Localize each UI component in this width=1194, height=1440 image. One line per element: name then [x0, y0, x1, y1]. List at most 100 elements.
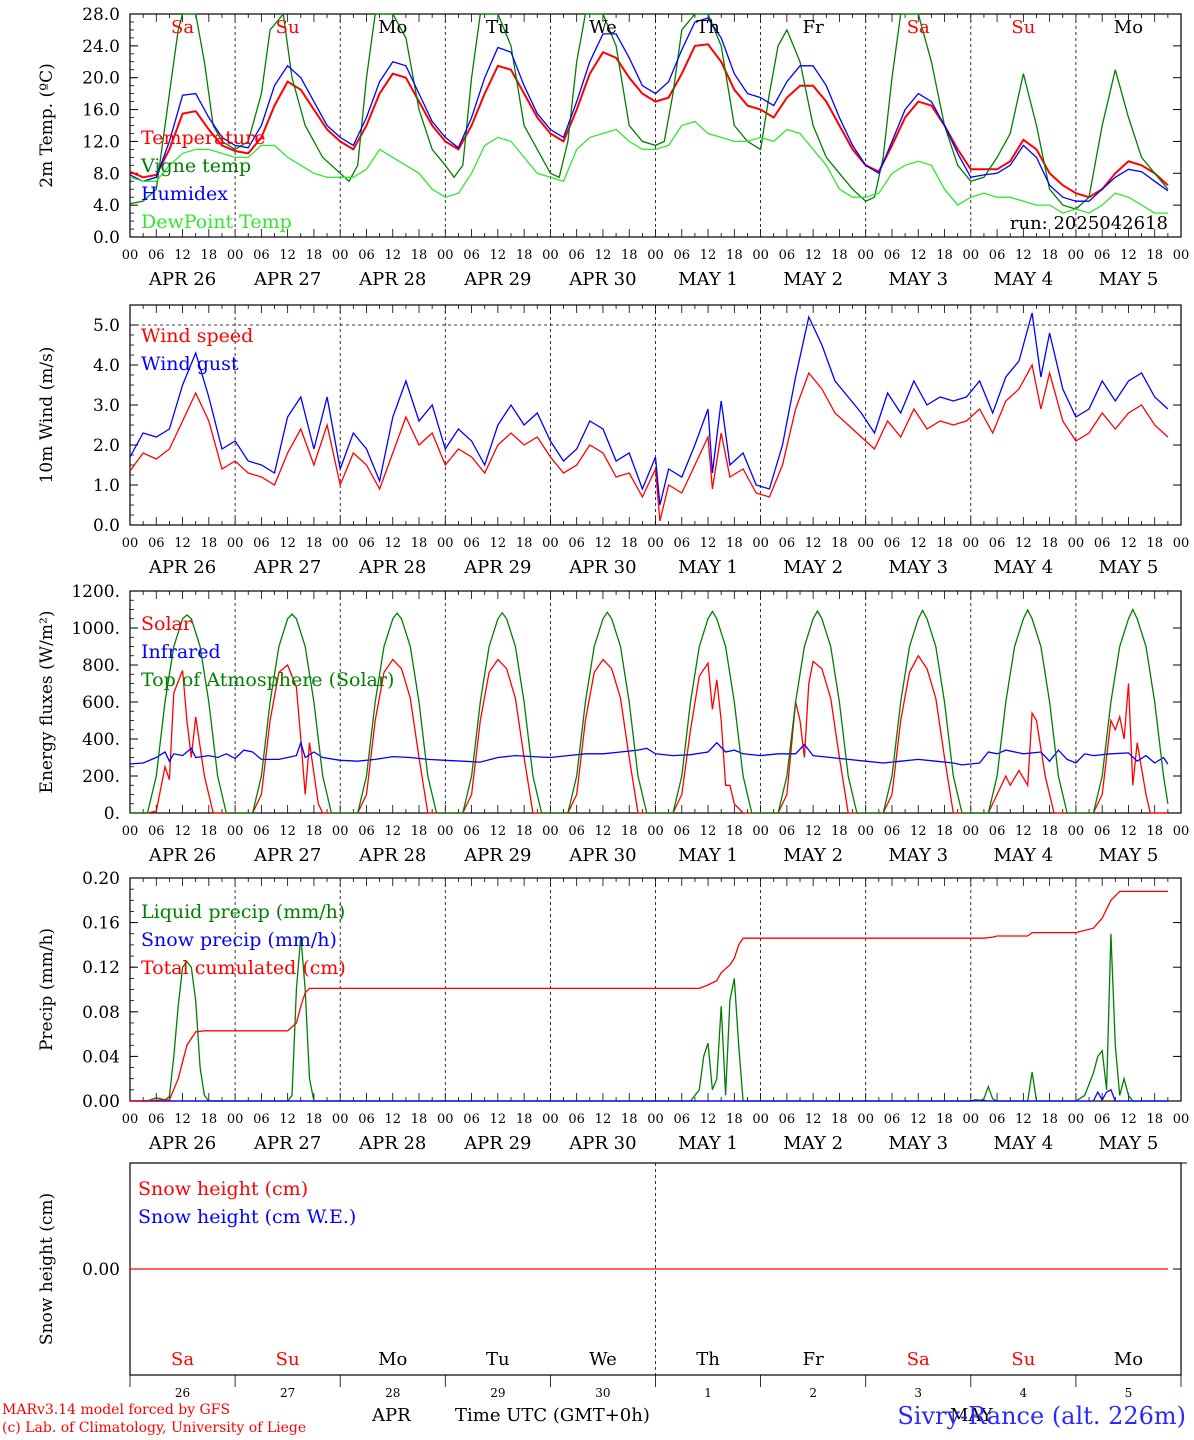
hour-tick-label: 12: [174, 248, 191, 263]
y-tick-label: 0.: [104, 804, 120, 824]
y-axis-label: 2m Temp. (ºC): [37, 63, 57, 188]
hour-tick-label: 06: [989, 536, 1006, 551]
legend-entry: Snow precip (mm/h): [141, 929, 337, 951]
day-name-label: Su: [276, 17, 300, 38]
hour-tick-label: 12: [805, 1112, 822, 1127]
hour-tick-label: 06: [779, 536, 796, 551]
hour-tick-label: 06: [674, 536, 691, 551]
series-line-infrared: [129, 740, 1169, 766]
hour-tick-label: 06: [568, 1112, 585, 1127]
date-label: APR 29: [463, 269, 531, 290]
hour-tick-label: 12: [384, 248, 401, 263]
month-may-label: MAY: [950, 1405, 993, 1426]
hour-tick-label: 06: [1094, 824, 1111, 839]
hour-tick-label: 06: [568, 248, 585, 263]
date-label: APR 26: [148, 269, 216, 290]
y-tick-label: 3.0: [93, 396, 120, 416]
hour-tick-label: 00: [332, 1112, 349, 1127]
day-name-label: Su: [1011, 1349, 1035, 1370]
date-label: APR 29: [463, 1133, 531, 1154]
day-name-label: Sa: [907, 1349, 930, 1370]
hour-tick-label: 00: [227, 1112, 244, 1127]
hour-tick-label: 18: [1146, 824, 1163, 839]
day-number-label: 28: [385, 1386, 400, 1400]
y-tick-label: 0.20: [82, 869, 120, 889]
hour-tick-label: 18: [516, 824, 533, 839]
hour-tick-label: 00: [332, 536, 349, 551]
date-label: APR 28: [358, 557, 426, 578]
date-label: APR 28: [358, 269, 426, 290]
hour-tick-label: 12: [384, 536, 401, 551]
hour-tick-label: 06: [884, 248, 901, 263]
hour-tick-label: 00: [647, 824, 664, 839]
chart-panel-3: 0. 200. 400. 600. 800. 1000. 1200. Energy fluxe…: [37, 582, 1189, 866]
hour-tick-label: 06: [1094, 248, 1111, 263]
hour-tick-label: 12: [490, 248, 507, 263]
chart-panel-1: 0.0 4.0 8.0 12.0 16.0 20.0 24.0 28.0 2m Temp. (º…: [37, 5, 1189, 290]
hour-tick-label: 12: [174, 1112, 191, 1127]
hour-tick-label: 06: [989, 824, 1006, 839]
legend-entry: DewPoint Temp: [141, 211, 292, 233]
run-label: run: 2025042618: [1010, 213, 1168, 234]
hour-tick-label: 12: [490, 536, 507, 551]
legend-entry: Snow height (cm W.E.): [138, 1206, 356, 1228]
day-name-label: Mo: [1114, 17, 1143, 38]
hour-tick-label: 18: [516, 248, 533, 263]
hour-tick-label: 18: [1041, 824, 1058, 839]
hour-tick-label: 00: [963, 248, 980, 263]
hour-tick-label: 12: [174, 824, 191, 839]
hour-tick-label: 06: [148, 248, 165, 263]
hour-tick-label: 12: [1015, 248, 1032, 263]
hour-tick-label: 00: [122, 536, 139, 551]
hour-tick-label: 06: [148, 824, 165, 839]
legend-entry: Vigne temp: [140, 155, 251, 177]
hour-tick-label: 18: [621, 536, 638, 551]
y-tick-label: 20.0: [82, 69, 120, 89]
hour-tick-label: 00: [647, 536, 664, 551]
hour-tick-label: 00: [227, 248, 244, 263]
hour-tick-label: 12: [595, 248, 612, 263]
legend-entry: Liquid precip (mm/h): [141, 901, 345, 923]
hour-tick-label: 18: [201, 1112, 218, 1127]
hour-tick-label: 06: [989, 1112, 1006, 1127]
hour-tick-label: 06: [463, 824, 480, 839]
date-label: MAY 2: [783, 845, 843, 866]
hour-tick-label: 18: [936, 1112, 953, 1127]
date-label: MAY 2: [783, 1133, 843, 1154]
day-name-label: Th: [696, 1349, 720, 1370]
hour-tick-label: 18: [306, 248, 323, 263]
hour-tick-label: 12: [1015, 1112, 1032, 1127]
day-name-label: We: [589, 17, 617, 38]
hour-tick-label: 12: [910, 248, 927, 263]
hour-tick-label: 00: [122, 824, 139, 839]
hour-tick-label: 06: [148, 1112, 165, 1127]
hour-tick-label: 06: [253, 1112, 270, 1127]
hour-tick-label: 00: [1173, 1112, 1190, 1127]
hour-tick-label: 00: [1173, 536, 1190, 551]
day-name-label: Su: [276, 1349, 300, 1370]
date-label: MAY 2: [783, 269, 843, 290]
y-tick-label: 1200.: [71, 582, 120, 602]
y-axis-label: Energy fluxes (W/m²): [37, 611, 57, 794]
hour-tick-label: 00: [227, 536, 244, 551]
hour-tick-label: 12: [1015, 536, 1032, 551]
y-tick-label: 600.: [82, 693, 120, 713]
hour-tick-label: 12: [1120, 824, 1137, 839]
hour-tick-label: 00: [857, 1112, 874, 1127]
hour-tick-label: 06: [884, 824, 901, 839]
hour-tick-label: 06: [884, 1112, 901, 1127]
hour-tick-label: 12: [910, 824, 927, 839]
hour-tick-label: 18: [411, 248, 428, 263]
hour-tick-label: 00: [1068, 248, 1085, 263]
day-name-label: Tu: [486, 17, 510, 38]
legend-entry: Humidex: [141, 183, 228, 205]
hour-tick-label: 18: [201, 248, 218, 263]
chart-panel-5: 0.00 Snow height (cm) Snow height (cm) Snow…: [37, 1162, 1187, 1400]
hour-tick-label: 18: [831, 1112, 848, 1127]
hour-tick-label: 18: [1041, 1112, 1058, 1127]
date-label: MAY 1: [678, 269, 738, 290]
date-label: APR 29: [463, 845, 531, 866]
y-tick-label: 200.: [82, 767, 120, 787]
time-axis-label: Time UTC (GMT+0h): [455, 1405, 650, 1426]
date-label: MAY 3: [888, 269, 948, 290]
